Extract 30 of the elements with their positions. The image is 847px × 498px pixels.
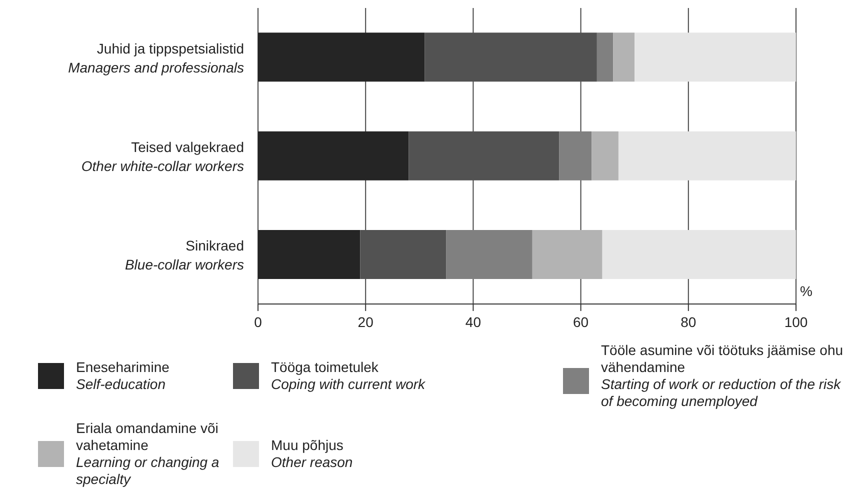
legend-label: Eriala omandamine või vahetamine Learning or changing a specialty [76,420,220,488]
x-axis-title: % [800,283,812,299]
bar [424,32,597,82]
x-tick-label: 100 [784,314,808,330]
bar [532,230,602,279]
bar [602,230,796,279]
bar [258,32,425,82]
legend-label: Muu põhjus Other reason [271,437,353,471]
bar [613,32,635,82]
bar [618,131,796,180]
legend-label: Tööle asumine või töötuks jäämise ohu vähendamine Starting of work or reduction of the risk of becoming unemployed [601,342,844,410]
x-tick-label: 40 [465,314,482,330]
bar [596,32,614,82]
bar [258,230,360,279]
bar [634,32,796,82]
bar [559,131,592,180]
bar [258,131,409,180]
bar [446,230,532,279]
legend-label: Tööga toimetulek Coping with current work [271,359,426,393]
bar [360,230,446,279]
x-tick-label: 0 [254,314,262,330]
x-tick-label: 80 [680,314,696,330]
y-tick-label: Teised valgekraed Other white-collar workers [81,139,244,174]
x-tick-label: 60 [573,314,589,330]
bar [408,131,560,180]
x-tick-label: 20 [358,314,374,330]
y-tick-label: Juhid ja tippspetsialistid Managers and professionals [68,40,244,76]
legend-label: Eneseharimine Self-education [76,359,170,393]
y-tick-label: Sinikraed Blue-collar workers [124,238,244,273]
bar [592,131,618,180]
